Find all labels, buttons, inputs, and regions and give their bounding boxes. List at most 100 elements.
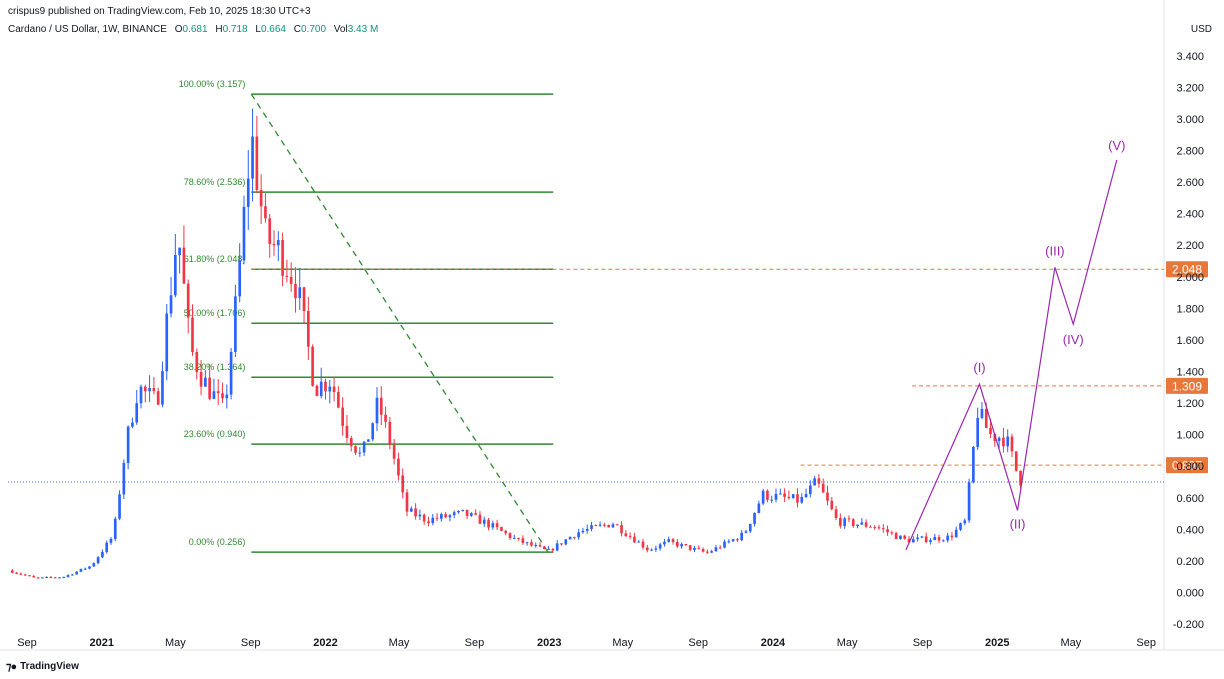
candle-body-down (950, 535, 954, 538)
candle-body-up (568, 537, 572, 540)
candle-body-up (276, 240, 280, 246)
x-axis: Sep 2021 May Sep 2022 May Sep 2023 May Sep 2024 May… (17, 637, 1156, 649)
elliott-wave-label: (III) (1045, 243, 1065, 258)
candle-body-down (903, 535, 907, 539)
resistance-price-tag (1166, 457, 1208, 474)
candle-body-down (19, 573, 23, 575)
ohlc-close-key: C (293, 24, 301, 35)
candle-body-down (281, 240, 284, 276)
resistance-price-label: 0.807 (1172, 459, 1202, 473)
candle-body-down (152, 387, 156, 392)
candle-body-up (75, 571, 78, 575)
candle-body-down (615, 524, 619, 526)
y-tick-label: 0.200 (1176, 556, 1204, 568)
candle-body-up (225, 394, 229, 399)
candle-body-down (324, 381, 327, 392)
candle-body-down (937, 536, 941, 541)
x-tick-label: Sep (465, 637, 485, 649)
candle-body-down (560, 543, 563, 545)
candle-body-down (36, 577, 40, 579)
candle-body-down (817, 478, 821, 484)
candle-body-up (980, 408, 984, 418)
y-tick-label: -0.200 (1173, 619, 1204, 631)
candle-body-up (448, 515, 452, 518)
candle-body-up (122, 462, 126, 495)
candle-body-up (92, 563, 96, 567)
y-tick-label: 0.800 (1176, 461, 1204, 473)
candle-body-down (989, 427, 992, 434)
candle-body-down (886, 529, 889, 533)
candle-body-down (474, 513, 478, 515)
candle-body-down (15, 572, 18, 574)
candle-body-up (774, 493, 778, 500)
y-tick-label: 1.000 (1176, 430, 1204, 442)
candle-body-down (315, 385, 319, 397)
candle-body-up (88, 566, 91, 569)
candle-body-down (834, 509, 838, 519)
candle-body-up (229, 351, 233, 395)
candle-body-up (753, 512, 756, 524)
candle-body-down (830, 500, 834, 510)
candle-body-down (530, 542, 533, 546)
candle-body-up (976, 417, 979, 447)
candle-body-down (311, 346, 314, 386)
plot-area (0, 0, 1224, 651)
candle-body-down (1002, 437, 1005, 447)
candle-body-up (79, 568, 83, 572)
candle-body-up (482, 519, 486, 524)
candle-body-down (796, 494, 799, 503)
candle-body-up (954, 529, 958, 538)
candle-body-down (783, 493, 786, 497)
y-tick-label: 1.800 (1176, 303, 1204, 315)
candle-body-up (83, 568, 87, 570)
candle-body-up (178, 247, 181, 256)
currency-label: USD (1190, 24, 1212, 35)
candle-body-up (328, 386, 332, 392)
elliott-wave-projection: (I) (II) (III) (IV) (V) (905, 138, 1125, 551)
candle-body-down (405, 492, 409, 512)
y-tick-label: 2.200 (1176, 240, 1204, 252)
candle-body-down (349, 438, 353, 447)
candle-body-up (946, 535, 949, 541)
candle-body-up (131, 422, 134, 427)
candle-body-down (873, 527, 877, 529)
candle-body-up (693, 547, 696, 550)
candle-body-down (890, 532, 894, 534)
ohlc-high-key: H (215, 24, 223, 35)
candle-body-up (242, 206, 246, 261)
candle-body-down (766, 490, 769, 500)
candle-body-down (332, 386, 336, 393)
y-tick-label: 0.600 (1176, 493, 1204, 505)
candle-body-up (534, 545, 538, 547)
candle-body-up (585, 528, 589, 531)
fib-level-label: 61.80% (2.048) (184, 254, 246, 264)
candle-body-down (199, 371, 203, 387)
candle-body-down (993, 433, 997, 442)
candle-body-down (688, 545, 692, 550)
candle-body-up (96, 557, 100, 564)
ohlc-open-key: O (174, 24, 183, 35)
y-tick-label: 2.800 (1176, 146, 1204, 158)
tradingview-logo-text: TradingView (20, 661, 79, 672)
candle-body-up (165, 313, 169, 372)
candle-body-down (285, 275, 289, 277)
candle-body-down (504, 530, 508, 534)
candle-body-down (435, 517, 439, 519)
candle-body-down (23, 574, 27, 576)
candle-body-down (538, 545, 542, 547)
candle-body-up (770, 499, 774, 501)
candle-body-up (367, 439, 370, 442)
candle-body-up (204, 377, 207, 387)
candle-body-up (109, 538, 113, 543)
y-tick-label: 0.400 (1176, 524, 1204, 536)
candle-body-up (40, 577, 44, 579)
candle-body-up (748, 523, 752, 532)
candle-body-down (594, 525, 598, 527)
candle-body-down (264, 206, 267, 219)
x-tick-label: Sep (913, 637, 933, 649)
candle-body-down (542, 546, 546, 550)
tradingview-logo[interactable]: ⁊● TradingView (6, 660, 79, 673)
candle-body-down (294, 283, 297, 299)
candle-body-down (894, 532, 898, 540)
